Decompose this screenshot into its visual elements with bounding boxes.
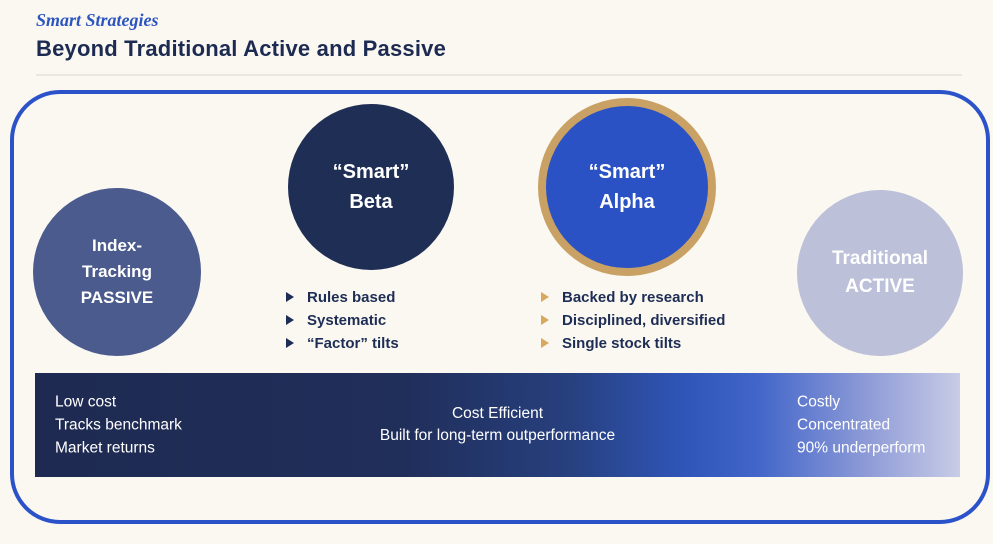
bar-text-line: Cost Efficient <box>451 405 544 422</box>
bar-text-line: Costly <box>797 393 841 411</box>
page-title: Beyond Traditional Active and Passive <box>36 36 447 61</box>
circle-label-line: Alpha <box>599 191 655 213</box>
smart-beta-bullet-list: Rules based Systematic “Factor” tilts <box>285 286 399 355</box>
smart-alpha-bullet-list: Backed by research Disciplined, diversifi… <box>540 286 725 355</box>
circle-label-line: Traditional <box>831 248 929 269</box>
beta-bullet: “Factor” tilts <box>285 332 399 355</box>
bar-passive-traits: Low cost Tracks benchmark Market returns <box>55 391 182 460</box>
bar-text-line: Concentrated <box>797 416 891 434</box>
bar-smart-traits: Cost Efficient Built for long-term outper… <box>380 403 615 447</box>
alpha-bullet: Single stock tilts <box>540 332 725 355</box>
bar-text-line: Built for long-term outperformance <box>379 427 616 444</box>
bar-active-traits: Costly Concentrated 90% underperform <box>797 391 925 460</box>
circle-label-line: “Smart” <box>588 161 666 183</box>
bar-text-line: 90% underperform <box>797 439 926 457</box>
circle-label-line: PASSIVE <box>80 288 154 307</box>
circle-label-line: Beta <box>349 191 393 213</box>
spectrum-gradient-bar: Low cost Tracks benchmark Market returns C… <box>35 373 960 477</box>
alpha-bullet: Backed by research <box>540 286 725 309</box>
eyebrow-label: Smart Strategies <box>36 10 159 30</box>
circle-traditional-active: Traditional ACTIVE <box>797 190 963 356</box>
header-divider <box>36 74 962 76</box>
bar-text-line: Market returns <box>55 439 155 457</box>
circle-label-line: Tracking <box>82 262 152 281</box>
beta-bullet: Rules based <box>285 286 399 309</box>
bar-text-line: Tracks benchmark <box>55 416 182 434</box>
beta-bullet: Systematic <box>285 309 399 332</box>
circle-smart-alpha: “Smart” Alpha <box>538 98 716 276</box>
circle-label-line: ACTIVE <box>845 276 915 297</box>
bar-text-line: Low cost <box>55 393 117 411</box>
diagram-frame <box>10 90 990 524</box>
circle-label-line: Index- <box>91 236 143 255</box>
circle-index-tracking-passive: Index- Tracking PASSIVE <box>33 188 201 356</box>
alpha-bullet: Disciplined, diversified <box>540 309 725 332</box>
circle-smart-beta: “Smart” Beta <box>288 104 454 270</box>
circle-label-line: “Smart” <box>332 161 410 183</box>
